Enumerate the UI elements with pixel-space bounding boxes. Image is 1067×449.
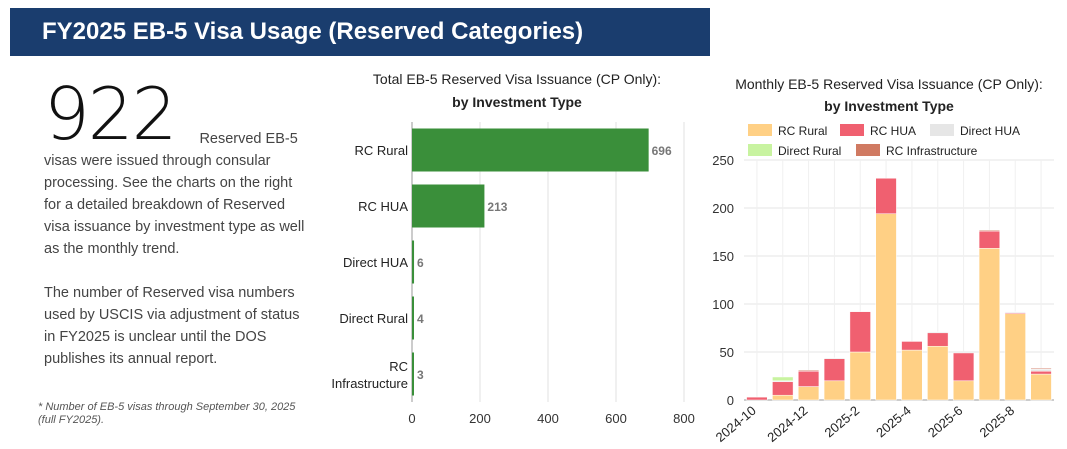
legend-label: Direct Rural [778,144,841,158]
chart2-bar-segment [823,357,846,359]
chart1-category-label: RC [389,359,408,374]
legend-label: RC Infrastructure [886,144,978,158]
total-visas-number: 922 [44,72,177,156]
chart2-bar-segment [1030,370,1052,375]
chart2-bar-segment [1030,373,1052,401]
chart2-bar-segment [823,380,846,401]
chart2-y-tick-label: 150 [712,249,734,264]
chart1-x-tick-label: 400 [537,411,559,426]
total-issuance-bar-chart: Total EB-5 Reserved Visa Issuance (CP On… [331,71,695,426]
monthly-issuance-stacked-chart: Monthly EB-5 Reserved Visa Issuance (CP … [712,76,1054,445]
chart1-category-label: RC Rural [355,143,409,158]
chart2-x-tick-label: 2024-12 [764,403,810,445]
legend-label: RC HUA [870,124,916,138]
chart2-x-tick-label: 2025-4 [873,403,914,441]
chart2-bar-segment [746,396,768,401]
chart1-x-tick-label: 600 [605,411,627,426]
chart1-x-tick-label: 0 [408,411,415,426]
chart1-subtitle: by Investment Type [452,94,582,110]
legend-label: RC Rural [778,124,827,138]
chart2-bar-segment [772,394,794,401]
chart1-data-label: 6 [417,256,424,270]
chart2-bar-segment [953,352,975,382]
legend-swatch [840,124,864,136]
chart2-bar-segment [823,358,846,382]
chart1-category-label: Direct HUA [343,255,408,270]
chart1-bar [412,128,649,172]
chart1-category-label: Infrastructure [331,376,408,391]
chart2-bar-segment [849,351,871,401]
legend-swatch [930,124,954,136]
chart2-x-tick-label: 2025-8 [977,403,1018,441]
chart2-bar-segment [798,370,820,387]
summary-rest-text: visas were issued through consular proce… [44,153,305,257]
chart1-data-label: 213 [487,200,507,214]
chart2-bar-segment [875,177,897,215]
legend-swatch [748,144,772,156]
chart1-data-label: 4 [417,312,424,326]
chart2-bar-segment [798,369,820,372]
summary-panel: 922 Reserved EB-5 visas were issued thro… [44,78,306,370]
legend-swatch [856,144,880,156]
summary-lead-text: Reserved EB-5 [199,131,298,147]
chart2-x-tick-label: 2025-2 [822,403,863,441]
chart2-bar-segment [1004,313,1026,401]
chart1-category-label: Direct Rural [339,311,408,326]
chart2-bar-segment [901,341,923,351]
chart2-bar-segment [978,230,1001,249]
chart2-x-tick-label: 2025-6 [925,403,966,441]
chart2-bar-segment [927,332,949,347]
chart2-y-tick-label: 0 [727,393,734,408]
chart1-bar [412,240,415,284]
chart2-bar-segment [772,381,794,396]
chart1-title: Total EB-5 Reserved Visa Issuance (CP On… [373,71,661,87]
chart1-bar [412,296,414,340]
chart1-x-tick-label: 800 [673,411,695,426]
chart2-bar-segment [875,213,897,401]
footnote: * Number of EB-5 visas through September… [38,401,296,426]
chart1-category-label: RC HUA [358,199,408,214]
chart2-bar-segment [901,349,923,401]
summary-paragraph-1: Reserved EB-5 visas were issued through … [44,78,306,260]
chart2-bar-segment [978,248,1001,401]
chart2-title: Monthly EB-5 Reserved Visa Issuance (CP … [735,76,1043,92]
chart2-bar-segment [978,229,1001,232]
page-title: FY2025 EB-5 Visa Usage (Reserved Categor… [10,8,710,56]
summary-paragraph-2: The number of Reserved visa numbers used… [44,285,300,367]
chart2-bar-segment [849,311,871,353]
chart1-x-tick-label: 200 [469,411,491,426]
chart2-x-tick-label: 2024-10 [713,403,759,445]
chart1-data-label: 696 [652,144,672,158]
chart2-y-tick-label: 250 [712,153,734,168]
chart2-bar-segment [798,386,820,401]
chart1-bar [412,352,414,396]
legend-swatch [748,124,772,136]
chart2-y-tick-label: 50 [720,345,734,360]
chart1-data-label: 3 [417,368,424,382]
chart2-bar-segment [1030,369,1052,372]
chart2-bar-segment [953,380,975,401]
chart2-bar-segment [772,376,794,382]
chart2-bar-segment [1004,311,1026,313]
chart2-bar-segment [927,331,949,334]
chart2-bar-segment [927,345,949,401]
legend-label: Direct HUA [960,124,1020,138]
chart2-y-tick-label: 100 [712,297,734,312]
chart2-subtitle: by Investment Type [824,98,954,114]
chart2-y-tick-label: 200 [712,201,734,216]
chart1-bar [412,184,485,228]
chart2-bar-segment [1030,368,1052,370]
